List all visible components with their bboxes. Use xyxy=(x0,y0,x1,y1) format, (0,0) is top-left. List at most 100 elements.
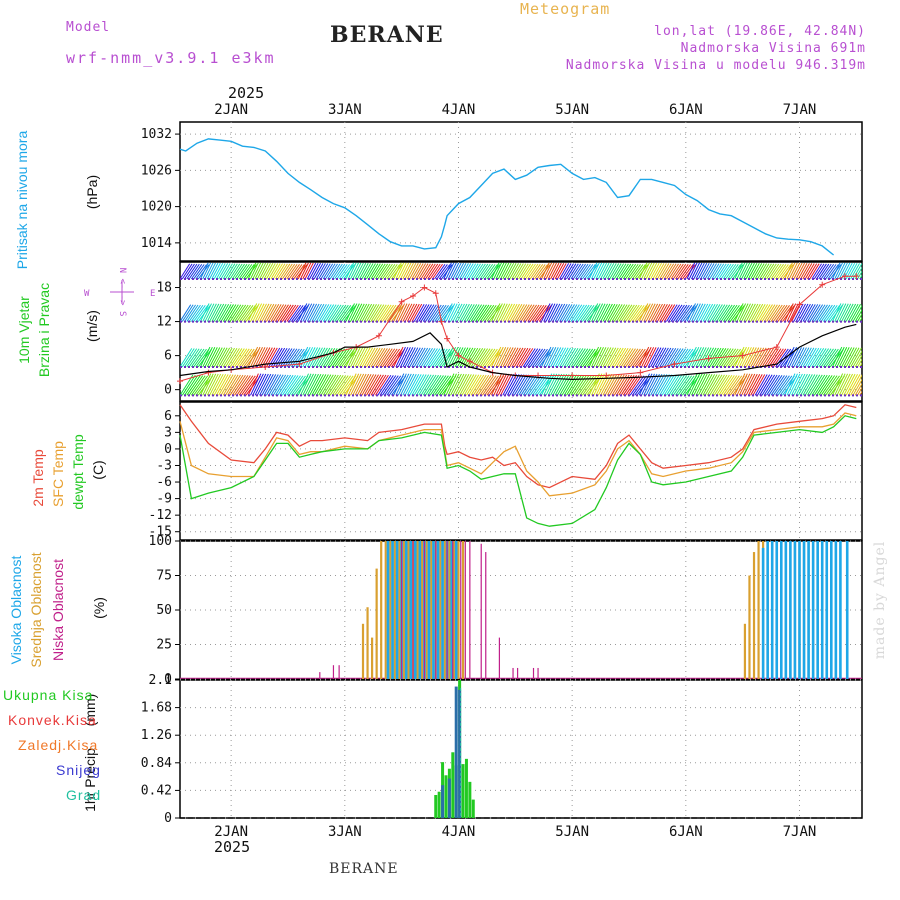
wind-barb xyxy=(661,263,672,280)
wind-barb xyxy=(506,347,519,368)
wind-barb xyxy=(341,348,355,368)
wind-barb xyxy=(716,374,730,396)
wind-barb xyxy=(525,263,536,280)
wind-barb xyxy=(254,262,264,280)
wind-barb xyxy=(663,347,677,368)
wind-barb xyxy=(541,373,553,396)
wind-barb xyxy=(225,263,236,280)
wind-barb xyxy=(668,304,681,322)
product-title: Meteogram xyxy=(520,0,611,18)
wind-barb xyxy=(190,375,206,396)
wind-barb xyxy=(847,374,861,396)
wind-barb xyxy=(679,305,693,322)
wind-barb xyxy=(591,346,602,368)
wind-barb xyxy=(706,374,720,396)
wind-barb xyxy=(545,303,556,322)
cloud-high-bar xyxy=(775,541,779,679)
wind-barb xyxy=(286,304,299,322)
wind-barb xyxy=(497,347,509,368)
wind-barb xyxy=(213,303,225,322)
wind-barb xyxy=(852,350,862,368)
wind-barb xyxy=(647,373,660,396)
wind-barb xyxy=(493,346,504,368)
wind-barb xyxy=(559,374,573,396)
wind-barb xyxy=(215,263,226,280)
wind-barb xyxy=(575,304,588,322)
wind-barb xyxy=(290,348,305,368)
wind-barb xyxy=(734,262,743,280)
wind-barb xyxy=(388,305,402,322)
wind-barb xyxy=(793,262,803,280)
cloud-high-bar xyxy=(441,541,444,679)
wind-barb xyxy=(484,304,497,322)
wind-barb xyxy=(736,346,747,368)
wind-barb xyxy=(704,374,718,396)
wind-barb xyxy=(211,303,222,322)
wind-barb xyxy=(591,373,603,396)
wind-barb xyxy=(609,304,621,322)
wind-barb xyxy=(375,348,388,368)
wind-barb xyxy=(345,346,356,368)
wind-barb xyxy=(247,373,259,396)
wind-barb xyxy=(670,375,685,396)
cloud-high-bar xyxy=(761,547,765,679)
wind-barb xyxy=(827,305,841,322)
wind-barb xyxy=(259,303,270,322)
wind-barb xyxy=(793,347,805,368)
wind-barb xyxy=(306,262,317,280)
wind-barb xyxy=(218,303,230,322)
wind-barb xyxy=(802,303,814,322)
wind-barb xyxy=(252,303,263,322)
day-label-bottom: 6JAN xyxy=(669,824,703,840)
wind-barb xyxy=(666,374,680,396)
wind-barb xyxy=(468,304,480,322)
wind-barb xyxy=(509,374,522,396)
wind-barb xyxy=(445,346,457,368)
y-tick-label-wind: 0 xyxy=(164,383,172,398)
wind-barb xyxy=(265,263,276,280)
wind-barb xyxy=(256,303,267,322)
wind-barb xyxy=(641,262,650,280)
wind-barb xyxy=(763,348,777,368)
wind-barb xyxy=(277,304,289,322)
wind-barb xyxy=(795,347,807,368)
wind-barb xyxy=(768,375,783,396)
wind-barb xyxy=(513,347,526,368)
wind-barb xyxy=(477,375,492,396)
cloud-mid-bar xyxy=(752,552,756,679)
y-tick-label-wind: 6 xyxy=(164,349,172,364)
wind-barb xyxy=(413,263,424,280)
cloud-high-bar xyxy=(432,541,435,679)
wind-barb xyxy=(675,304,688,322)
wind-barb xyxy=(604,347,617,368)
wind-barb xyxy=(861,278,862,280)
wind-barb xyxy=(693,303,704,322)
wind-barb xyxy=(527,263,539,280)
wind-barb xyxy=(581,348,596,368)
wind-barb xyxy=(520,374,535,396)
wind-barb xyxy=(436,264,448,280)
wind-barb xyxy=(463,374,477,396)
wind-barb xyxy=(447,262,457,280)
wind-barb xyxy=(454,347,466,368)
wind-barb xyxy=(466,347,479,368)
wind-barb xyxy=(415,304,428,322)
wind-barb xyxy=(459,303,470,322)
cloud-low-bar xyxy=(401,541,403,679)
wind-barb xyxy=(222,263,233,280)
wind-barb xyxy=(243,348,258,368)
wind-barb xyxy=(345,373,357,396)
wind-barb xyxy=(180,263,191,280)
wind-barb xyxy=(381,375,397,396)
wind-barb xyxy=(213,374,227,396)
station-title: BERANE xyxy=(330,22,444,48)
wind-barb xyxy=(661,347,674,368)
wind-barb xyxy=(725,375,740,396)
wind-barb xyxy=(209,347,221,368)
wind-barb xyxy=(666,263,677,280)
wind-barb xyxy=(775,375,790,396)
wind-barb xyxy=(304,373,317,396)
wind-barb xyxy=(720,375,735,396)
wind-barb xyxy=(215,347,228,368)
wind-barb xyxy=(543,346,554,368)
